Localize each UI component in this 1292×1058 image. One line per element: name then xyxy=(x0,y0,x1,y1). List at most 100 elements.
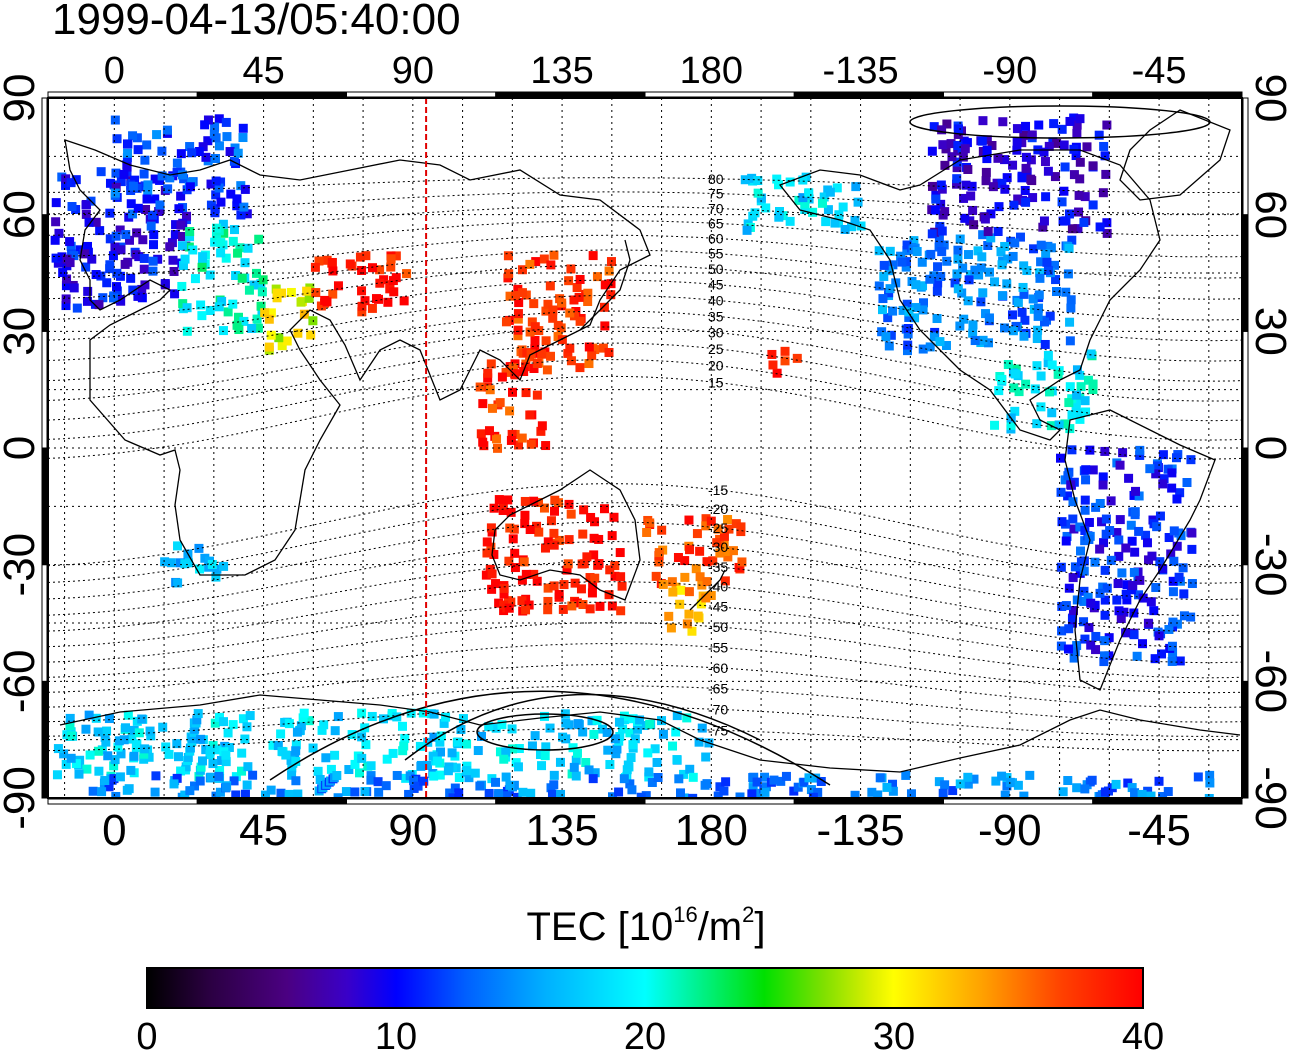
tec-cell xyxy=(931,194,941,204)
tec-cell xyxy=(132,228,142,238)
tec-cell xyxy=(357,307,367,317)
tec-cell xyxy=(731,519,741,529)
tec-cell xyxy=(290,750,300,760)
tec-cell xyxy=(357,753,367,763)
tec-cell xyxy=(550,506,560,516)
tec-cell xyxy=(137,284,147,294)
magnetic-contour-label: 50 xyxy=(708,261,724,277)
tec-cell xyxy=(237,766,247,776)
tec-cell xyxy=(67,731,77,741)
tec-cell xyxy=(302,286,312,296)
tec-cell xyxy=(571,755,581,765)
tec-cell xyxy=(145,726,155,736)
tec-cell xyxy=(927,229,937,239)
tec-cell xyxy=(1106,555,1116,565)
tec-cell xyxy=(230,225,240,235)
tec-cell xyxy=(194,543,204,553)
tec-cell xyxy=(936,180,946,190)
tec-cell xyxy=(128,209,138,219)
tec-cell xyxy=(281,750,291,760)
tec-cell xyxy=(150,787,160,797)
tec-cell xyxy=(604,590,614,600)
tec-cell xyxy=(1079,217,1089,227)
tec-cell xyxy=(955,234,965,244)
tec-cell xyxy=(203,136,213,146)
tec-cell xyxy=(221,117,231,127)
tec-cell xyxy=(590,345,600,355)
tec-cell xyxy=(341,787,351,797)
tec-cell xyxy=(233,312,243,322)
tec-cell xyxy=(501,317,511,327)
tec-cell xyxy=(996,247,1006,257)
tec-cell xyxy=(1172,541,1182,551)
tec-cell xyxy=(672,755,682,765)
tec-cell xyxy=(1114,606,1124,616)
tec-cell xyxy=(211,133,221,143)
tec-cell xyxy=(728,546,738,556)
magnetic-contour xyxy=(47,342,1243,422)
tec-cell xyxy=(1151,582,1161,592)
left-lat-tick-label: -30 xyxy=(0,533,44,597)
tec-cell xyxy=(572,748,582,758)
tec-cell xyxy=(1064,243,1074,253)
tec-cell xyxy=(903,329,913,339)
tec-cell xyxy=(961,180,971,190)
tec-cell xyxy=(830,218,840,228)
left-lat-tick-label: -60 xyxy=(0,650,44,714)
magnetic-contour-label: -55 xyxy=(708,639,728,655)
tec-cell xyxy=(906,789,916,799)
tec-cell xyxy=(936,199,946,209)
tec-cell xyxy=(486,523,496,533)
tec-cell xyxy=(1134,590,1144,600)
tec-cell xyxy=(211,190,221,200)
tec-cell xyxy=(386,254,396,264)
tec-cell xyxy=(644,772,654,782)
tec-cell xyxy=(367,711,377,721)
tec-cell xyxy=(111,182,121,192)
coast-south-america xyxy=(1064,409,1216,691)
tec-cell xyxy=(581,758,591,768)
tec-cell xyxy=(694,737,704,747)
tec-cell xyxy=(680,572,690,582)
top-lon-tick-label: 0 xyxy=(104,50,125,92)
tec-cell xyxy=(388,748,398,758)
tec-cell xyxy=(774,207,784,217)
tec-cell xyxy=(404,789,414,799)
tec-cell xyxy=(964,275,974,285)
tec-cell xyxy=(482,548,492,558)
tec-cell xyxy=(187,177,197,187)
tec-cell xyxy=(521,605,531,615)
tec-cell xyxy=(158,722,168,732)
tec-cell xyxy=(929,332,939,342)
tec-cell xyxy=(1009,383,1019,393)
magnetic-contour-label: 65 xyxy=(708,215,724,231)
tec-cell xyxy=(140,155,150,165)
tec-cell xyxy=(569,311,579,321)
tec-cell xyxy=(974,270,984,280)
tec-cell xyxy=(198,142,208,152)
tec-cell xyxy=(990,420,1000,430)
tec-cell xyxy=(506,597,516,607)
tec-cell xyxy=(800,199,810,209)
tec-cell xyxy=(172,167,182,177)
tec-cell xyxy=(673,553,683,563)
tec-cell xyxy=(1095,498,1105,508)
tec-cell xyxy=(177,170,187,180)
tec-cell xyxy=(1087,775,1097,785)
tec-cell xyxy=(1088,200,1098,210)
tec-cell xyxy=(233,148,243,158)
colorbar-title-unit-exponent: 2 xyxy=(742,902,755,927)
tec-cell xyxy=(645,518,655,528)
tec-cell xyxy=(216,248,226,258)
tec-cell xyxy=(319,720,329,730)
tec-cell xyxy=(1041,249,1051,259)
tec-cell xyxy=(238,133,248,143)
tec-cell xyxy=(1129,567,1139,577)
tec-cell xyxy=(969,774,979,784)
tec-cell xyxy=(381,781,391,791)
tec-cell xyxy=(767,349,777,359)
tec-cell xyxy=(976,263,986,273)
tec-cell xyxy=(562,565,572,575)
tec-cell xyxy=(1021,121,1031,131)
tec-cell xyxy=(953,124,963,134)
